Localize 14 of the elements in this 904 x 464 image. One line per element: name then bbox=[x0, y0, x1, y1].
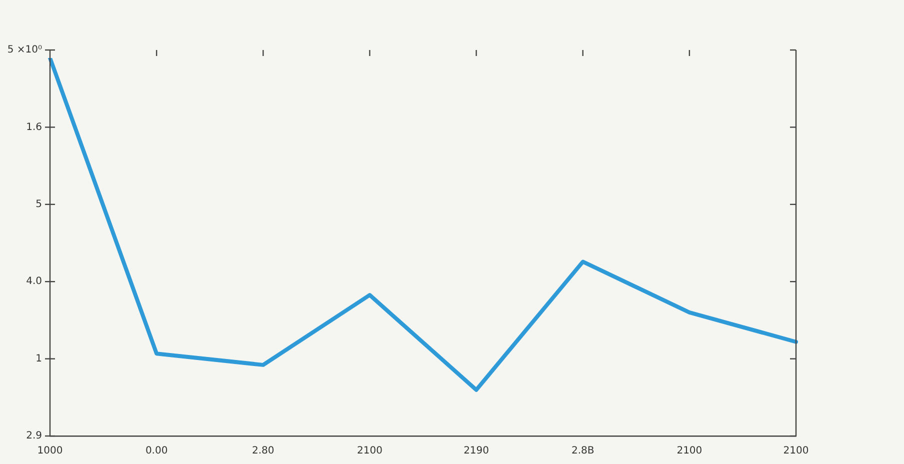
x-tick-label: 2190 bbox=[464, 446, 490, 457]
text: 2.9 bbox=[26, 430, 42, 442]
text: 1 bbox=[36, 353, 42, 364]
text: 5 bbox=[36, 198, 42, 210]
x-tick-label: 2.80 bbox=[252, 446, 274, 457]
x-tick-label: 2100 bbox=[676, 446, 702, 457]
x-tick-label: 2100 bbox=[356, 446, 382, 457]
x-tick-label: 1000 bbox=[37, 446, 63, 457]
text: 4.0 bbox=[26, 276, 42, 288]
text: 1.6 bbox=[26, 122, 42, 133]
x-tick-label: 2.8B bbox=[571, 446, 594, 457]
x-tick-label: 2100 bbox=[783, 446, 809, 457]
x-tick-label: 0.00 bbox=[145, 446, 168, 457]
text: 5 ×10⁰ bbox=[7, 44, 42, 56]
